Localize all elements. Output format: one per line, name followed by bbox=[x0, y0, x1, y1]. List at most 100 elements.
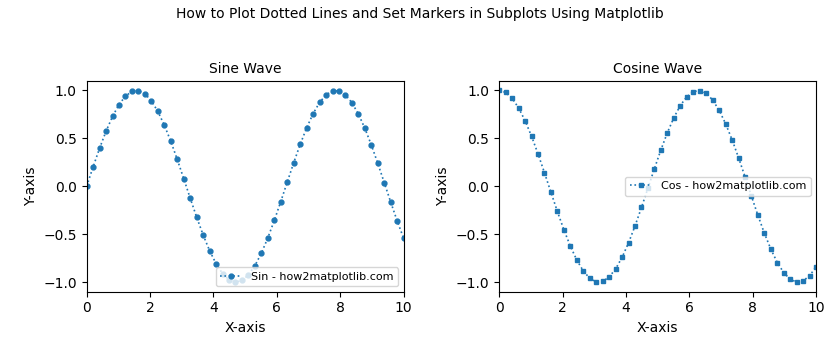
Sin - how2matplotlib.com bbox=[302, 126, 312, 130]
Sin - how2matplotlib.com bbox=[244, 273, 254, 277]
Sin - how2matplotlib.com bbox=[289, 161, 299, 165]
Cos - how2matplotlib.com bbox=[695, 89, 705, 93]
Sin - how2matplotlib.com bbox=[392, 219, 402, 223]
Cos - how2matplotlib.com bbox=[747, 194, 757, 198]
Cos - how2matplotlib.com bbox=[539, 170, 549, 175]
Cos - how2matplotlib.com bbox=[520, 119, 530, 123]
Title: Cosine Wave: Cosine Wave bbox=[613, 62, 702, 76]
Cos - how2matplotlib.com bbox=[637, 205, 647, 210]
Cos - how2matplotlib.com bbox=[527, 134, 537, 138]
Sin - how2matplotlib.com bbox=[270, 218, 280, 223]
Sin - how2matplotlib.com bbox=[366, 143, 376, 147]
X-axis label: X-axis: X-axis bbox=[224, 321, 266, 335]
Sin - how2matplotlib.com bbox=[230, 280, 240, 284]
Cos - how2matplotlib.com bbox=[604, 275, 614, 279]
Cos - how2matplotlib.com bbox=[597, 279, 607, 284]
Sin - how2matplotlib.com bbox=[224, 278, 234, 282]
Cos - how2matplotlib.com bbox=[721, 121, 731, 126]
Sin - how2matplotlib.com bbox=[263, 236, 273, 240]
Legend: Sin - how2matplotlib.com: Sin - how2matplotlib.com bbox=[216, 267, 398, 286]
Sin - how2matplotlib.com bbox=[218, 272, 228, 276]
Sin - how2matplotlib.com bbox=[160, 123, 170, 127]
Cos - how2matplotlib.com bbox=[766, 247, 776, 251]
Cos - how2matplotlib.com bbox=[578, 269, 588, 273]
Sin - how2matplotlib.com bbox=[256, 251, 266, 255]
Cos - how2matplotlib.com bbox=[546, 190, 556, 194]
Sin - how2matplotlib.com bbox=[185, 196, 195, 200]
Sin - how2matplotlib.com bbox=[127, 89, 137, 93]
Sin - how2matplotlib.com bbox=[399, 236, 409, 240]
Legend: Cos - how2matplotlib.com: Cos - how2matplotlib.com bbox=[625, 177, 811, 196]
Sin - how2matplotlib.com bbox=[249, 264, 260, 268]
Line: Cos - how2matplotlib.com: Cos - how2matplotlib.com bbox=[496, 88, 819, 285]
Cos - how2matplotlib.com bbox=[688, 90, 698, 94]
Sin - how2matplotlib.com bbox=[308, 112, 318, 116]
Cos - how2matplotlib.com bbox=[675, 103, 685, 107]
Sin - how2matplotlib.com bbox=[211, 261, 221, 266]
Title: Sine Wave: Sine Wave bbox=[209, 62, 281, 76]
Sin - how2matplotlib.com bbox=[328, 89, 338, 93]
Cos - how2matplotlib.com bbox=[792, 280, 802, 284]
Cos - how2matplotlib.com bbox=[785, 277, 795, 281]
Cos - how2matplotlib.com bbox=[740, 175, 750, 179]
Cos - how2matplotlib.com bbox=[617, 255, 627, 259]
Sin - how2matplotlib.com bbox=[198, 233, 208, 237]
Sin - how2matplotlib.com bbox=[108, 114, 118, 119]
Sin - how2matplotlib.com bbox=[282, 180, 292, 184]
Text: How to Plot Dotted Lines and Set Markers in Subplots Using Matplotlib: How to Plot Dotted Lines and Set Markers… bbox=[176, 7, 664, 21]
Sin - how2matplotlib.com bbox=[379, 181, 389, 185]
Sin - how2matplotlib.com bbox=[360, 126, 370, 131]
Cos - how2matplotlib.com bbox=[733, 156, 743, 160]
Cos - how2matplotlib.com bbox=[623, 241, 633, 245]
Sin - how2matplotlib.com bbox=[165, 139, 176, 144]
Sin - how2matplotlib.com bbox=[146, 99, 156, 103]
Sin - how2matplotlib.com bbox=[237, 278, 247, 282]
Cos - how2matplotlib.com bbox=[507, 96, 517, 100]
Line: Sin - how2matplotlib.com: Sin - how2matplotlib.com bbox=[84, 88, 406, 285]
Cos - how2matplotlib.com bbox=[811, 265, 822, 269]
Sin - how2matplotlib.com bbox=[321, 93, 331, 97]
Sin - how2matplotlib.com bbox=[179, 176, 189, 181]
Cos - how2matplotlib.com bbox=[501, 90, 511, 94]
Sin - how2matplotlib.com bbox=[192, 215, 202, 219]
Sin - how2matplotlib.com bbox=[340, 93, 350, 97]
Sin - how2matplotlib.com bbox=[386, 200, 396, 204]
Cos - how2matplotlib.com bbox=[611, 267, 621, 271]
Sin - how2matplotlib.com bbox=[172, 157, 182, 161]
Sin - how2matplotlib.com bbox=[81, 184, 92, 188]
Sin - how2matplotlib.com bbox=[139, 92, 150, 96]
Sin - how2matplotlib.com bbox=[88, 165, 98, 169]
Sin - how2matplotlib.com bbox=[295, 142, 305, 147]
Cos - how2matplotlib.com bbox=[669, 116, 679, 120]
Cos - how2matplotlib.com bbox=[649, 167, 659, 171]
Cos - how2matplotlib.com bbox=[533, 152, 543, 156]
Cos - how2matplotlib.com bbox=[591, 280, 601, 284]
Cos - how2matplotlib.com bbox=[779, 271, 789, 275]
Sin - how2matplotlib.com bbox=[95, 146, 105, 150]
Cos - how2matplotlib.com bbox=[798, 279, 808, 283]
Cos - how2matplotlib.com bbox=[772, 260, 782, 265]
Sin - how2matplotlib.com bbox=[314, 100, 324, 105]
Cos - how2matplotlib.com bbox=[585, 276, 595, 280]
Cos - how2matplotlib.com bbox=[662, 131, 672, 135]
Cos - how2matplotlib.com bbox=[494, 88, 504, 92]
Cos - how2matplotlib.com bbox=[513, 106, 523, 110]
Y-axis label: Y-axis: Y-axis bbox=[436, 167, 450, 206]
Cos - how2matplotlib.com bbox=[643, 186, 653, 190]
Sin - how2matplotlib.com bbox=[334, 89, 344, 93]
Sin - how2matplotlib.com bbox=[276, 199, 286, 204]
X-axis label: X-axis: X-axis bbox=[637, 321, 679, 335]
Cos - how2matplotlib.com bbox=[572, 258, 582, 262]
Cos - how2matplotlib.com bbox=[630, 224, 640, 228]
Cos - how2matplotlib.com bbox=[727, 138, 738, 142]
Y-axis label: Y-axis: Y-axis bbox=[24, 167, 38, 206]
Sin - how2matplotlib.com bbox=[120, 94, 130, 98]
Sin - how2matplotlib.com bbox=[205, 248, 215, 253]
Cos - how2matplotlib.com bbox=[707, 98, 717, 102]
Sin - how2matplotlib.com bbox=[114, 103, 124, 107]
Cos - how2matplotlib.com bbox=[682, 94, 692, 99]
Sin - how2matplotlib.com bbox=[347, 101, 357, 105]
Cos - how2matplotlib.com bbox=[656, 148, 666, 152]
Sin - how2matplotlib.com bbox=[354, 112, 364, 116]
Sin - how2matplotlib.com bbox=[134, 89, 144, 93]
